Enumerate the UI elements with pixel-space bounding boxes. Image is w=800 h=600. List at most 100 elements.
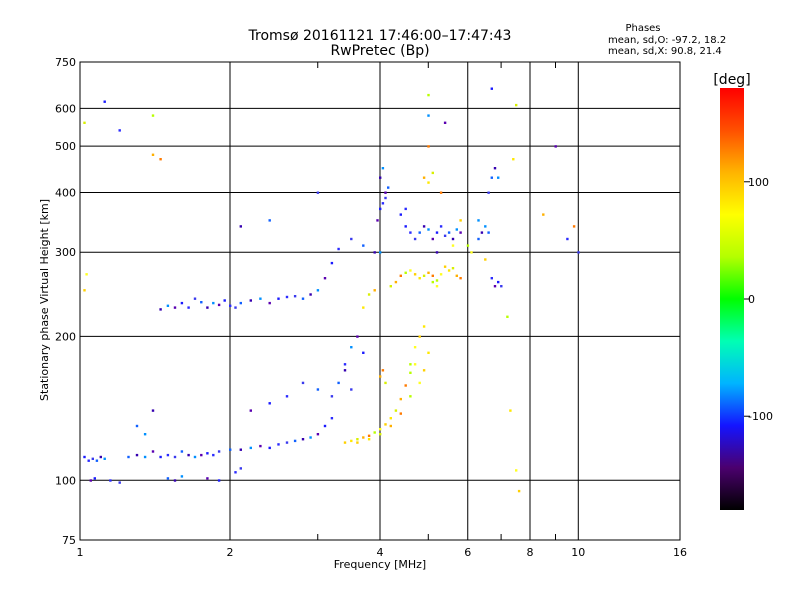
data-point <box>249 299 252 302</box>
x-tick-label: 6 <box>464 546 471 559</box>
data-point <box>443 265 447 268</box>
data-point <box>379 375 382 378</box>
data-point <box>404 207 407 211</box>
data-point <box>159 455 162 459</box>
data-point <box>509 409 512 412</box>
legend-line-x: mean, sd,X: 90.8, 21.4 <box>608 46 722 57</box>
colorbar-tick-label: 0 <box>748 293 755 306</box>
data-point <box>373 289 376 292</box>
data-point <box>159 158 162 161</box>
data-point <box>566 237 569 241</box>
x-tick-label: 2 <box>227 546 234 559</box>
data-point <box>362 306 365 309</box>
data-point <box>466 244 470 247</box>
data-point <box>135 424 139 428</box>
data-point <box>404 225 407 228</box>
data-point <box>431 280 434 284</box>
data-point <box>285 441 289 444</box>
data-point <box>422 325 426 328</box>
data-point <box>381 167 385 170</box>
data-point <box>367 434 371 437</box>
data-point <box>435 231 439 234</box>
data-point <box>316 289 320 292</box>
data-point <box>212 453 215 457</box>
data-point <box>293 295 297 298</box>
data-point <box>394 409 398 412</box>
data-point <box>277 297 280 300</box>
data-point <box>506 315 509 318</box>
data-point <box>373 431 376 434</box>
y-axis-label: Stationary phase Virtual Height [km] <box>38 199 51 401</box>
data-point <box>399 412 402 415</box>
data-point <box>493 167 497 170</box>
data-point <box>413 346 417 349</box>
data-point <box>285 295 289 299</box>
data-point <box>249 446 252 450</box>
data-point <box>316 433 320 436</box>
data-point <box>143 433 147 436</box>
data-point <box>362 351 365 354</box>
data-point <box>497 176 500 179</box>
data-point <box>83 455 86 459</box>
data-point <box>427 145 430 148</box>
data-point <box>418 277 421 280</box>
data-point <box>234 306 237 309</box>
data-point <box>487 231 490 234</box>
data-point <box>103 457 106 460</box>
x-tick-label: 16 <box>673 546 687 559</box>
data-point <box>500 285 503 288</box>
data-point <box>484 225 487 228</box>
data-point <box>268 446 271 450</box>
y-tick-label: 500 <box>55 140 76 153</box>
x-axis-ticks: 1 2 4 6 8 10 16 <box>77 62 687 559</box>
data-point <box>301 381 305 385</box>
y-tick-label: 600 <box>55 102 76 115</box>
data-point <box>127 455 130 459</box>
data-point <box>439 191 443 194</box>
data-point <box>435 251 439 254</box>
data-point <box>239 467 242 470</box>
data-point <box>367 293 371 296</box>
data-point <box>455 228 458 231</box>
data-point <box>427 114 430 117</box>
data-point <box>381 202 385 205</box>
data-point <box>404 271 407 274</box>
data-point <box>309 436 312 439</box>
data-point <box>362 436 365 439</box>
data-point <box>99 455 102 459</box>
data-point <box>159 308 162 311</box>
data-point <box>427 181 430 184</box>
data-point <box>285 395 289 398</box>
data-point <box>515 469 518 472</box>
data-point <box>151 409 155 412</box>
data-point <box>394 280 398 284</box>
data-point <box>409 395 412 398</box>
data-point <box>409 231 412 234</box>
data-point <box>418 381 421 385</box>
data-point <box>301 297 305 300</box>
data-point <box>373 251 376 254</box>
data-point <box>367 438 371 441</box>
data-point <box>447 269 451 272</box>
data-point <box>376 219 379 222</box>
y-tick-label: 400 <box>55 186 76 199</box>
data-point <box>330 261 334 265</box>
data-point <box>418 231 421 234</box>
data-point <box>193 297 197 300</box>
data-point <box>493 285 497 288</box>
data-point <box>135 453 139 457</box>
data-point <box>118 129 121 132</box>
data-point <box>217 303 221 307</box>
data-point <box>234 471 237 474</box>
data-point <box>379 176 382 179</box>
data-point <box>350 237 353 241</box>
data-point <box>166 477 170 480</box>
data-point <box>443 234 447 237</box>
x-tick-label: 1 <box>77 546 84 559</box>
data-point <box>343 363 347 366</box>
data-point <box>166 453 170 457</box>
data-point <box>87 459 90 462</box>
data-point <box>422 369 426 372</box>
data-point <box>180 450 184 453</box>
data-point <box>451 237 455 241</box>
